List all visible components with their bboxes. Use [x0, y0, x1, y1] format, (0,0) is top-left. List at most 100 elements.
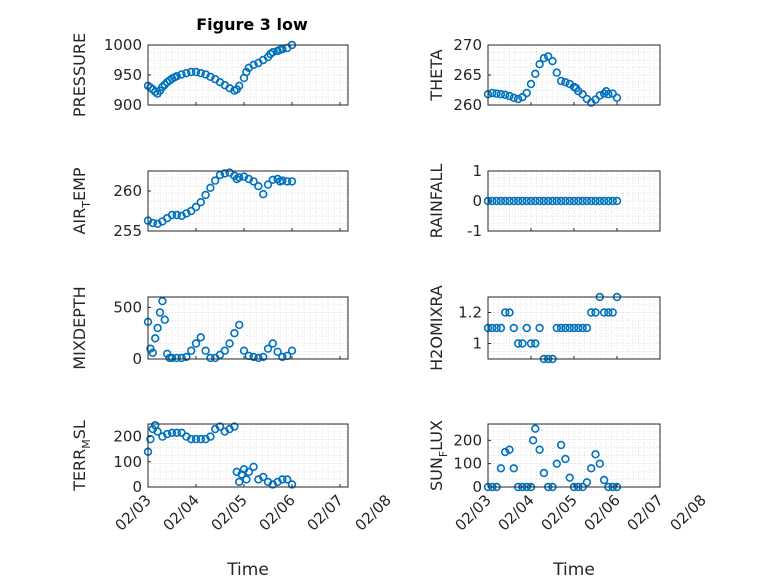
y-tick-label: 100 [453, 455, 482, 473]
x-tick-label: 02/05 [208, 491, 251, 534]
data-point [509, 464, 518, 473]
data-point [196, 434, 206, 444]
data-point [522, 196, 531, 206]
data-point [155, 308, 165, 317]
y-tick-label: 1 [472, 335, 482, 353]
data-point [513, 339, 523, 348]
axes-box [147, 170, 349, 232]
data-point [509, 323, 518, 333]
data-point [187, 434, 196, 444]
y-axis-label: SUNFLUX [427, 420, 450, 491]
data-point [191, 202, 201, 212]
x-tick-label: 02/08 [352, 491, 395, 534]
y-tick-label: 0 [472, 192, 482, 210]
y-label-subscript: T [80, 201, 93, 209]
data-point [552, 68, 561, 77]
y-tick-label: 950 [113, 66, 142, 84]
y-tick-label: 260 [113, 182, 142, 200]
data-point [177, 353, 186, 363]
data-point [496, 196, 506, 206]
data-point [182, 352, 191, 362]
data-point [535, 196, 544, 206]
data-point [160, 315, 170, 324]
y-axis-label: TERRMSL [70, 420, 93, 492]
data-point [196, 68, 206, 78]
data-point [220, 346, 230, 355]
x-tick-label: 02/06 [581, 491, 624, 534]
data-point [249, 352, 258, 362]
data-point [148, 348, 158, 357]
data-point [191, 434, 201, 444]
data-point [273, 174, 282, 184]
y-label-main: PRESSURE [70, 33, 89, 117]
data-point [578, 323, 587, 333]
data-point [608, 308, 617, 317]
y-label-tail: LUX [427, 420, 446, 451]
data-point [501, 447, 510, 457]
data-point [230, 328, 239, 338]
data-point [172, 71, 182, 81]
data-point [561, 77, 570, 87]
data-point [561, 454, 570, 464]
data-point [531, 196, 540, 206]
data-point [158, 82, 167, 92]
data-point [509, 196, 518, 206]
x-axis-label: Time [226, 560, 269, 580]
y-label-subscript: M [80, 439, 93, 449]
data-point [531, 424, 540, 433]
x-tick-label: 02/03 [452, 491, 495, 534]
data-point [565, 196, 574, 206]
data-point [163, 429, 172, 439]
x-tick-label: 02/05 [538, 491, 581, 534]
data-point [242, 475, 251, 484]
data-point [287, 177, 297, 186]
data-point [561, 323, 570, 333]
data-point [249, 177, 258, 186]
data-point [259, 352, 268, 362]
data-point [582, 323, 592, 333]
y-axis-label: AIRTEMP [70, 167, 93, 234]
data-point [211, 176, 220, 185]
y-tick-label: 0 [132, 478, 142, 496]
data-point [153, 427, 162, 436]
data-point [206, 183, 215, 193]
data-point [604, 89, 613, 99]
data-point [206, 432, 215, 441]
data-point [283, 177, 292, 186]
y-tick-label: 900 [113, 96, 142, 114]
data-point [582, 478, 592, 487]
data-point [608, 89, 617, 98]
data-point [239, 346, 249, 355]
data-point [172, 210, 182, 220]
data-point [492, 323, 501, 333]
data-point [263, 344, 273, 353]
data-point [492, 196, 501, 206]
data-point [612, 93, 622, 103]
data-point [518, 339, 527, 348]
data-point [586, 196, 596, 206]
y-tick-label: 200 [453, 431, 482, 449]
data-point [591, 196, 600, 206]
data-point [535, 323, 544, 333]
y-tick-label: 200 [113, 428, 142, 446]
data-point [599, 475, 609, 485]
data-point [268, 339, 277, 348]
panel-theta: 260 265 270 THETA [427, 36, 661, 114]
y-label-main: TERR [70, 449, 89, 492]
data-point [535, 445, 544, 454]
series-markers [143, 168, 297, 229]
data-point [595, 459, 604, 468]
data-point [278, 475, 287, 484]
data-point [191, 339, 201, 348]
gridlines [147, 45, 348, 105]
y-label-main: H2OMIXRA [427, 285, 446, 371]
data-point [535, 59, 544, 69]
data-point [586, 464, 596, 473]
data-point [526, 196, 536, 206]
data-point [591, 308, 600, 317]
data-point [278, 44, 287, 54]
data-point [268, 47, 277, 57]
data-point [225, 339, 234, 348]
